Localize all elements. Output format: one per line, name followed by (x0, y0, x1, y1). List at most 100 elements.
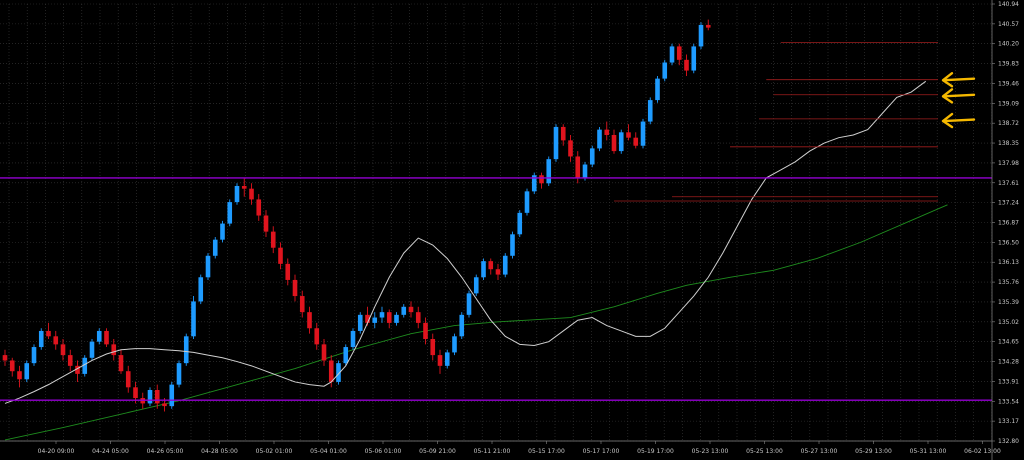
candles-layer (2, 19, 711, 412)
candle (270, 226, 276, 254)
candle (647, 97, 653, 125)
candle-body (75, 365, 80, 374)
candle-body (575, 156, 581, 178)
candle (531, 172, 537, 195)
time-tick-label: 05-09 21:00 (419, 448, 456, 455)
candle (705, 19, 711, 31)
price-tick-label: 133.17 (998, 418, 1019, 425)
candle (176, 360, 182, 388)
arrow-head (941, 88, 954, 104)
candle-body (285, 263, 291, 280)
price-tick-label: 135.39 (998, 299, 1019, 306)
candle (89, 338, 95, 361)
candle (669, 43, 675, 66)
candle (466, 290, 472, 318)
candle (401, 304, 407, 318)
time-tick-label: 05-11 21:00 (474, 448, 511, 455)
candle (154, 384, 160, 409)
candle (539, 172, 544, 189)
candle-body (343, 347, 349, 364)
candle-body (647, 100, 653, 122)
time-tick-label: 05-27 13:00 (801, 448, 838, 455)
candle-body (611, 134, 617, 152)
candle-body (263, 215, 269, 232)
time-tick-label: 05-25 13:00 (746, 448, 783, 455)
candle-body (154, 389, 160, 404)
candle (350, 328, 356, 350)
candle-body (495, 269, 501, 275)
candle-body (350, 330, 356, 348)
time-tick-label: 05-15 17:00 (528, 448, 565, 455)
candle (597, 126, 602, 152)
arrows-layer (941, 72, 976, 129)
candle-body (31, 347, 37, 364)
candle (408, 301, 414, 318)
candle (481, 258, 486, 280)
candle (307, 306, 312, 334)
candle-body (394, 314, 399, 323)
candle (292, 274, 298, 302)
price-tick-label: 139.83 (998, 61, 1019, 68)
price-tick-label: 136.13 (998, 259, 1019, 266)
candle (125, 365, 131, 393)
time-tick-label: 05-29 13:00 (855, 448, 892, 455)
arrow-left-icon (941, 112, 976, 129)
price-tick-label: 140.94 (998, 1, 1019, 8)
candle (698, 22, 704, 50)
candle (249, 183, 254, 205)
candle-body (357, 314, 363, 331)
candle (38, 328, 44, 350)
candle (618, 129, 624, 154)
candle (589, 145, 595, 168)
candle (379, 306, 385, 323)
candle (67, 349, 73, 372)
candle (488, 258, 494, 275)
candle (60, 338, 66, 361)
price-tick-label: 138.72 (998, 120, 1019, 127)
candle (640, 118, 646, 149)
candle-body (524, 191, 530, 213)
candle-body (655, 78, 660, 101)
candle-body (466, 293, 472, 315)
candle (676, 43, 682, 66)
time-tick-label: 05-19 17:00 (637, 448, 674, 455)
candle (234, 183, 240, 205)
candle (46, 322, 51, 339)
candle-body (278, 247, 283, 264)
candle-body (38, 330, 44, 348)
time-tick-label: 04-26 05:00 (147, 448, 184, 455)
candle (394, 312, 399, 326)
price-tick-label: 134.65 (998, 339, 1019, 346)
candle-body (553, 126, 559, 160)
candle-body (437, 355, 443, 366)
arrow-shaft (942, 118, 976, 123)
candle-body (53, 336, 59, 345)
candle-body (220, 223, 225, 240)
candle-body (133, 387, 138, 399)
candle-body (589, 148, 595, 165)
candle (191, 296, 196, 339)
price-axis: 140.94 140.57 140.20 139.83 139.46 139.09 138.… (991, 0, 1019, 460)
candle-body (481, 261, 486, 278)
slow-moving-average-layer (4, 204, 948, 441)
candle-body (299, 296, 305, 313)
candle (604, 121, 610, 141)
candle-body (676, 46, 682, 60)
candle-body (125, 371, 131, 388)
arrow-left-icon (941, 72, 976, 88)
price-tick-label: 135.02 (998, 319, 1019, 326)
candle (285, 258, 291, 286)
candle-body (444, 352, 450, 366)
candle-body (546, 159, 552, 184)
candle-body (249, 188, 254, 200)
candle-body (568, 140, 573, 157)
candle (198, 274, 204, 305)
candle-body (618, 132, 624, 152)
candle-body (698, 24, 704, 47)
candle-body (510, 234, 515, 256)
candle (169, 381, 175, 409)
candle-body (234, 185, 240, 203)
candle (510, 231, 515, 259)
candle-body (111, 344, 117, 356)
